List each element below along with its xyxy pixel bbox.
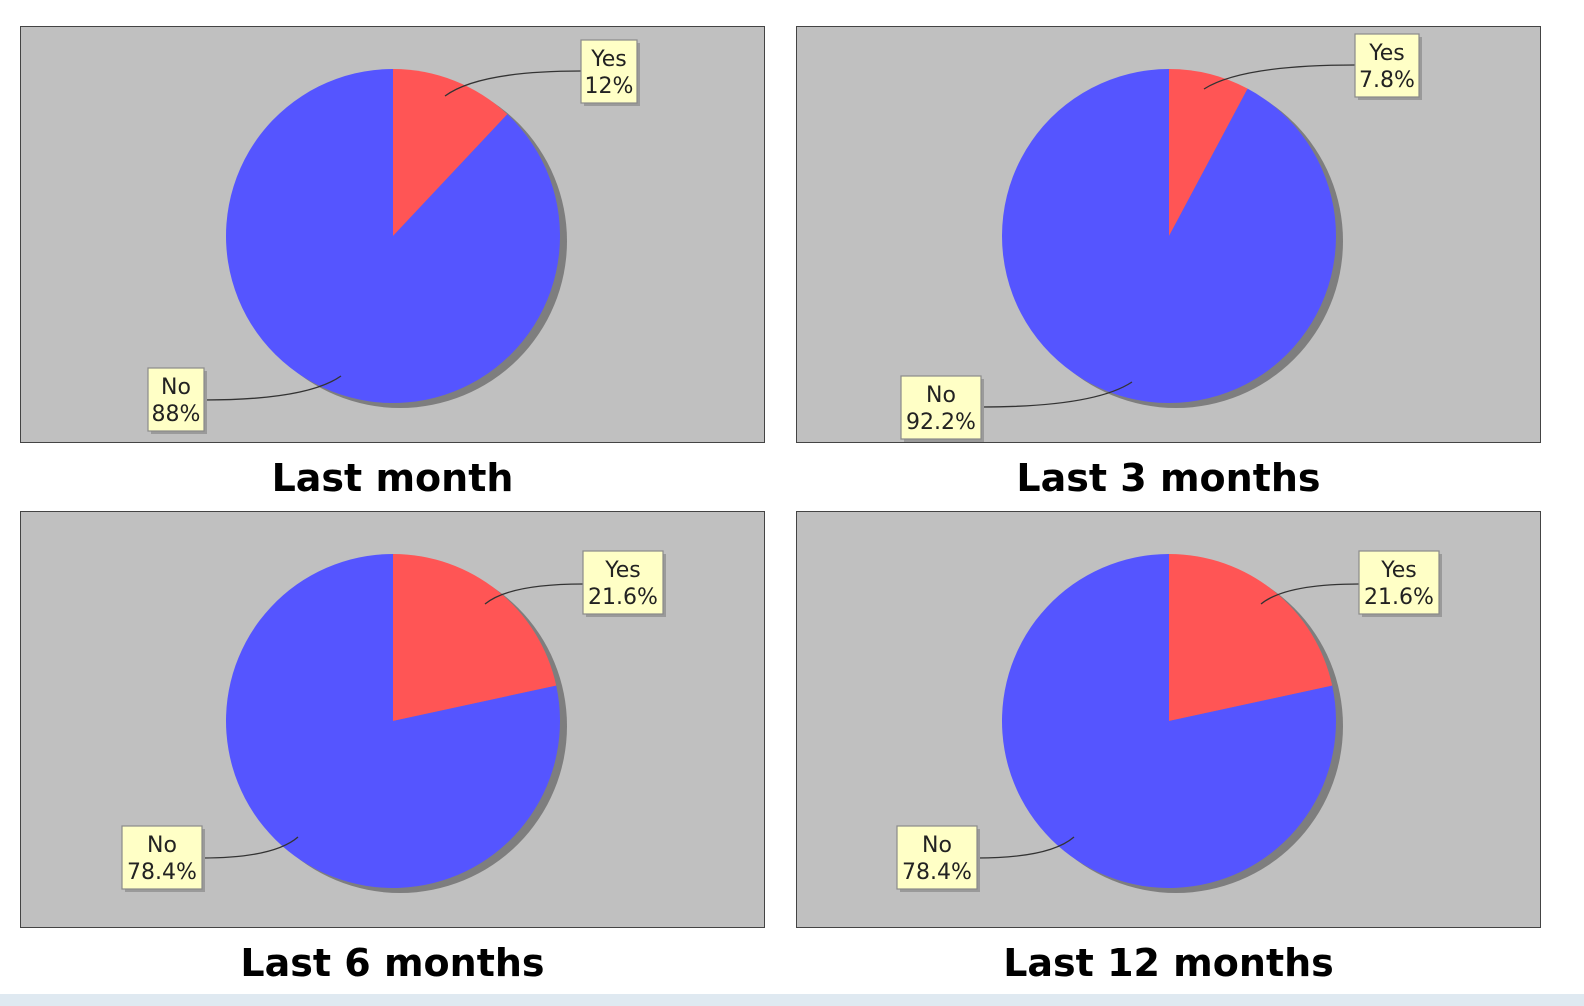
pie-chart-panel-last-3-months: Yes 7.8% No 92.2% (796, 26, 1541, 443)
slice-label-name-yes: Yes (590, 47, 627, 72)
pie-slice-no (1001, 69, 1336, 404)
slice-label-box-no (896, 825, 978, 890)
slice-label-name-no: No (147, 833, 177, 858)
pie-chart-panel-last-month: Yes 12% No 88% (20, 26, 765, 443)
slice-label-value-no: 92.2% (906, 410, 976, 435)
slice-label-name-yes: Yes (1380, 558, 1417, 583)
slice-label-value-yes: 21.6% (1364, 585, 1434, 610)
slice-label-name-yes: Yes (604, 558, 641, 583)
chart-title-last-3-months: Last 3 months (1016, 456, 1321, 500)
slice-label-box-yes (582, 550, 664, 615)
pie-slice-yes (1169, 69, 1248, 236)
slice-label-value-no: 78.4% (127, 860, 197, 885)
slice-label-value-yes: 12% (585, 74, 634, 99)
label-connector-no (203, 375, 342, 401)
chart-title-last-12-months: Last 12 months (1003, 941, 1334, 985)
label-connector-no (976, 836, 1075, 859)
slice-label-value-no: 78.4% (902, 860, 972, 885)
pie-slice-yes (393, 69, 508, 236)
bottom-strip (0, 994, 1584, 1006)
slice-label-value-yes: 7.8% (1359, 68, 1415, 93)
slice-label-value-no: 88% (152, 402, 201, 427)
pie-slice-yes (1169, 554, 1333, 721)
slice-label-box-yes (1358, 550, 1440, 615)
slice-label-box-yes (1354, 33, 1420, 98)
slice-label-box-no (900, 375, 982, 440)
pie-chart-panel-last-6-months: Yes 21.6% No 78.4% (20, 511, 765, 928)
slice-label-box-no (147, 367, 205, 432)
slice-label-name-no: No (926, 383, 956, 408)
pie-slice-no (226, 69, 561, 404)
slice-label-name-no: No (922, 833, 952, 858)
label-connector-yes (444, 70, 582, 97)
chart-title-last-6-months: Last 6 months (240, 941, 545, 985)
slice-label-box-yes (580, 39, 638, 104)
pie-chart-panel-last-12-months: Yes 21.6% No 78.4% (796, 511, 1541, 928)
label-connector-no (980, 381, 1133, 408)
label-connector-yes (1260, 583, 1360, 605)
pie-slice-no (225, 554, 560, 888)
pie-slice-yes (393, 554, 557, 721)
slice-label-box-no (121, 825, 203, 890)
pie-slice-no (1001, 554, 1336, 888)
slice-label-value-yes: 21.6% (588, 585, 658, 610)
slice-label-name-no: No (161, 375, 191, 400)
slice-label-name-yes: Yes (1368, 41, 1405, 66)
label-connector-no (201, 836, 299, 859)
label-connector-yes (484, 583, 584, 605)
chart-title-last-month: Last month (271, 456, 514, 500)
label-connector-yes (1203, 64, 1356, 90)
